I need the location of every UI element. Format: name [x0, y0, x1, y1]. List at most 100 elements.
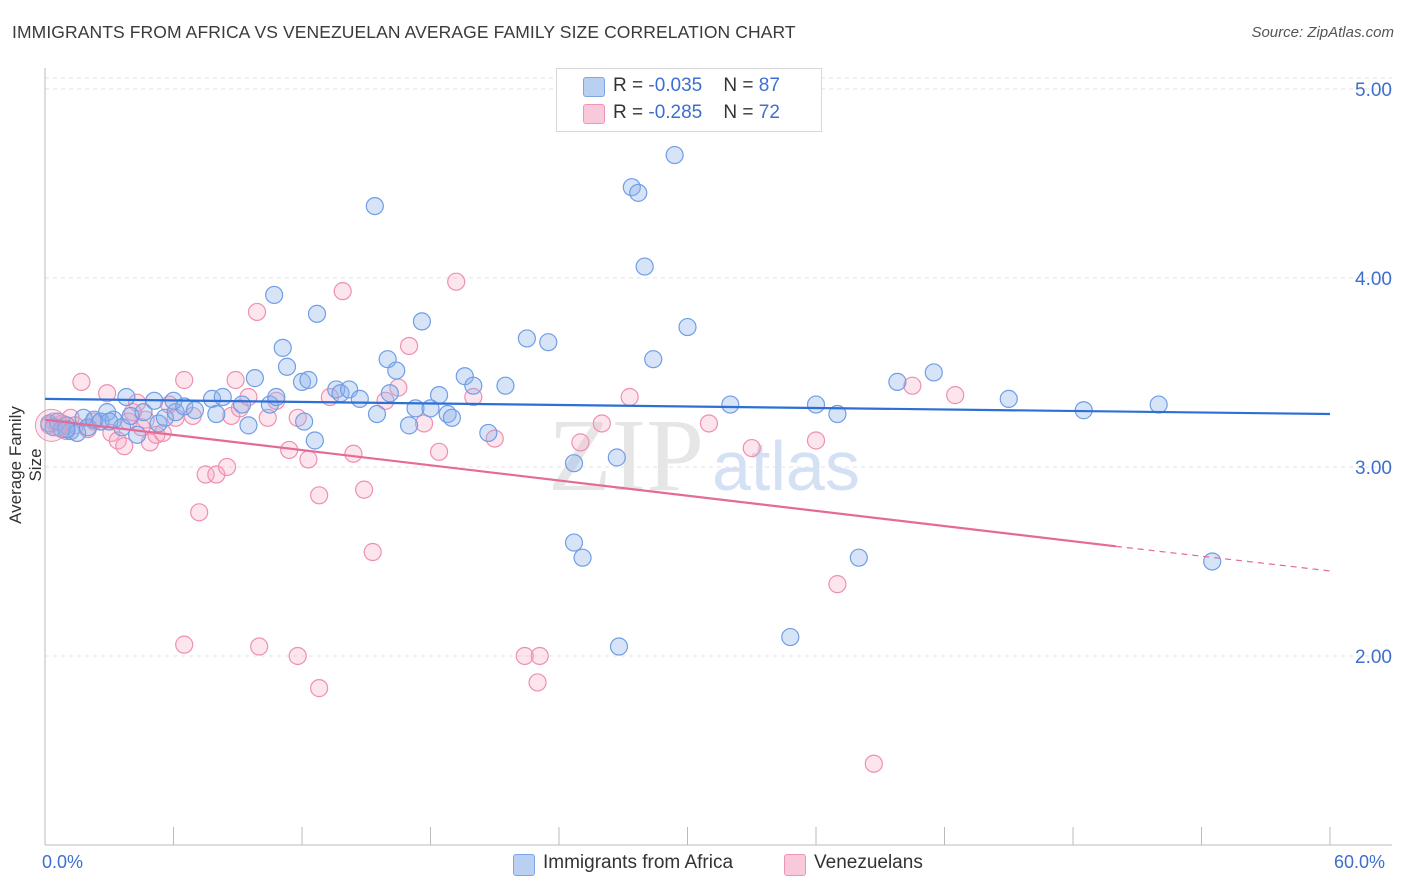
africa-point [429, 386, 449, 405]
venezuelan-point [310, 486, 329, 505]
legend-swatch-venezuelans [583, 104, 605, 124]
africa-point [781, 627, 800, 647]
venezuelan-point [299, 450, 318, 469]
y-tick-labels: 2.00 3.00 4.00 5.00 [1355, 80, 1392, 668]
trend-line-venezuelans-extension [1115, 545, 1331, 572]
africa-point [888, 372, 907, 391]
trend-line-venezuelans [44, 418, 1116, 548]
bottom-legend-swatch-africa [513, 854, 535, 876]
africa-point [155, 408, 175, 427]
venezuelan-point [175, 635, 194, 654]
bottom-legend-swatch-venezuelans [784, 854, 806, 876]
venezuelan-point [699, 414, 719, 433]
africa-point [849, 548, 868, 567]
venezuelan-point [620, 387, 639, 407]
africa-point [644, 350, 663, 369]
venezuelan-point [528, 673, 547, 692]
venezuelan-point [530, 646, 549, 666]
africa-point [365, 196, 384, 216]
watermark: ZIP atlas [548, 398, 860, 513]
africa-point [232, 395, 252, 414]
venezuelan-point [429, 442, 449, 461]
legend-r-value: -0.035 [648, 75, 703, 96]
africa-point [517, 329, 536, 348]
africa-point [265, 285, 284, 305]
correlation-legend: R = -0.035 N = 87 R = -0.285 N = 72 [556, 68, 822, 132]
africa-point [350, 389, 369, 409]
venezuelan-point [592, 414, 611, 433]
bottom-legend-label-africa: Immigrants from Africa [543, 852, 734, 873]
venezuelan-point [515, 646, 534, 666]
africa-point [207, 404, 226, 424]
legend-r-label: R = [613, 102, 649, 123]
venezuelan-point [250, 637, 269, 656]
venezuelan-point [333, 282, 352, 301]
africa-point [635, 257, 654, 276]
y-tick-label: 4.00 [1355, 269, 1392, 290]
africa-point [564, 533, 584, 552]
legend-n-value: 72 [758, 102, 780, 123]
africa-point [260, 395, 279, 414]
africa-point [412, 312, 432, 331]
legend-n-label: N = [723, 102, 759, 123]
africa-point [307, 304, 327, 323]
africa-point [295, 412, 314, 431]
venezuelan-point [903, 376, 922, 395]
africa-point [629, 183, 648, 202]
africa-point [806, 395, 826, 414]
africa-point [175, 397, 194, 416]
source-label: Source: ZipAtlas.com [1251, 24, 1394, 41]
africa-point [999, 389, 1018, 409]
africa-point [185, 401, 205, 420]
venezuelan-point [864, 754, 883, 773]
chart-title: IMMIGRANTS FROM AFRICA VS VENEZUELAN AVE… [12, 22, 796, 42]
africa-point [678, 317, 697, 337]
venezuelan-point [806, 431, 826, 450]
venezuelan-point [258, 408, 277, 427]
africa-point [245, 369, 264, 388]
africa-point [117, 387, 136, 407]
africa-point [305, 431, 324, 450]
africa-point [267, 387, 286, 407]
africa-point [134, 403, 153, 422]
venezuelan-point [310, 679, 329, 698]
africa-point [609, 637, 629, 656]
y-tick-label: 5.00 [1355, 80, 1392, 101]
venezuelan-point [399, 336, 419, 356]
venezuelan-point [355, 480, 374, 499]
africa-point [387, 361, 406, 380]
africa-point [442, 408, 462, 427]
venezuelan-point [571, 433, 590, 452]
venezuelan-point [742, 438, 761, 458]
legend-n-value: 87 [758, 75, 780, 96]
africa-point [380, 384, 399, 403]
venezuelan-point-cluster [34, 408, 68, 442]
africa-point [213, 387, 232, 407]
africa-point [665, 145, 684, 165]
legend-r-value: -0.285 [648, 102, 703, 123]
legend-swatch-africa [583, 77, 605, 97]
venezuelan-point [414, 414, 434, 433]
trend-lines [44, 397, 1331, 572]
gridlines [45, 77, 1392, 657]
africa-point [367, 404, 387, 424]
africa-point [496, 376, 515, 395]
africa-point [1149, 395, 1168, 414]
africa-point [479, 423, 498, 443]
venezuelan-point [946, 386, 965, 405]
africa-point [399, 416, 419, 435]
africa-point [292, 372, 312, 391]
africa-point [277, 357, 297, 376]
venezuelan-point [226, 370, 245, 390]
venezuelan-point [175, 370, 194, 390]
venezuelan-point [363, 542, 382, 562]
venezuelan-point [344, 444, 363, 463]
x-tick-label-max: 60.0% [1334, 852, 1386, 872]
venezuelan-point [447, 272, 466, 291]
africa-point [539, 333, 558, 352]
y-tick-label: 2.00 [1355, 647, 1392, 668]
venezuelan-point [247, 302, 267, 322]
africa-point [239, 416, 258, 435]
africa-point [573, 548, 592, 567]
venezuelan-point [98, 384, 117, 403]
